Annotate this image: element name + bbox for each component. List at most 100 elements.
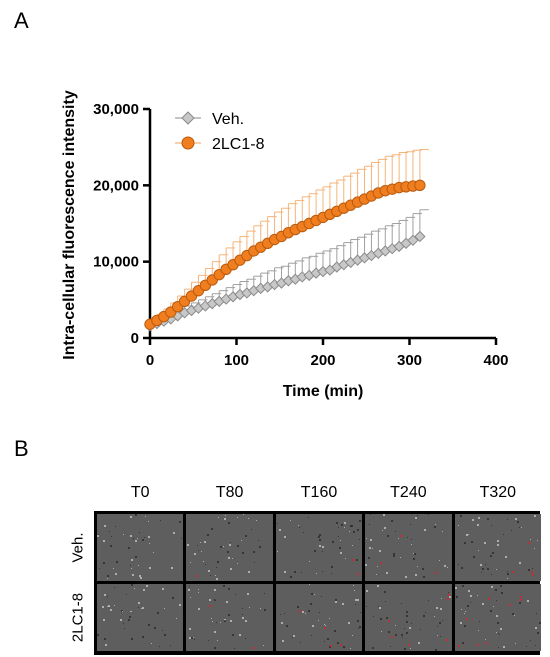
cell-speck	[137, 606, 139, 608]
cell-speck	[352, 634, 354, 636]
cell-speck	[129, 515, 132, 518]
cell-speck	[120, 618, 123, 621]
cell-speck	[478, 549, 480, 551]
microscopy-tile	[186, 514, 273, 581]
cell-speck	[368, 547, 371, 549]
red-fluorescent-spot	[485, 642, 488, 645]
cell-speck	[285, 625, 288, 628]
cell-speck	[373, 616, 375, 618]
cell-speck	[355, 599, 358, 602]
cell-speck	[394, 531, 396, 533]
cell-speck	[439, 607, 442, 610]
cell-speck	[383, 527, 386, 529]
cell-speck	[366, 590, 369, 593]
cell-speck	[343, 521, 346, 524]
red-fluorescent-spot	[352, 559, 355, 561]
cell-speck	[414, 553, 417, 556]
cell-speck	[456, 596, 459, 599]
cell-speck	[469, 602, 471, 604]
cell-speck	[481, 567, 484, 570]
cell-speck	[110, 608, 113, 611]
cell-speck	[437, 635, 439, 636]
cell-speck	[226, 550, 229, 553]
cell-speck	[515, 517, 518, 520]
microscopy-row-label: 2LC1-8	[69, 592, 87, 642]
cell-speck	[104, 593, 106, 596]
red-fluorescent-spot	[388, 619, 391, 622]
cell-speck	[314, 593, 316, 595]
cell-speck	[378, 606, 381, 609]
cell-speck	[208, 599, 211, 601]
cell-speck	[298, 527, 300, 528]
cell-speck	[159, 519, 161, 521]
red-fluorescent-spot	[447, 597, 450, 600]
cell-speck	[425, 611, 427, 613]
cell-speck	[106, 605, 108, 607]
cell-speck	[356, 599, 359, 601]
microscopy-column-label: T160	[300, 484, 338, 501]
panel-a-label: A	[14, 8, 29, 33]
cell-speck	[435, 524, 437, 525]
cell-speck	[441, 530, 443, 532]
cell-speck	[535, 626, 538, 629]
microscopy-tile	[365, 514, 452, 581]
cell-speck	[131, 610, 133, 612]
cell-speck	[404, 628, 406, 630]
cell-speck	[332, 540, 335, 543]
cell-speck	[283, 536, 286, 539]
cell-speck	[496, 540, 499, 543]
cell-speck	[493, 606, 495, 608]
cell-speck	[405, 610, 408, 613]
cell-speck	[340, 540, 342, 542]
legend-marker	[181, 111, 195, 125]
red-fluorescent-spot	[509, 604, 512, 607]
cell-speck	[301, 572, 303, 573]
cell-speck	[353, 585, 355, 587]
cell-speck	[489, 555, 492, 558]
cell-speck	[321, 550, 323, 552]
cell-speck	[495, 600, 497, 602]
cell-speck	[173, 531, 176, 534]
cell-speck	[207, 640, 209, 642]
red-fluorescent-spot	[196, 574, 199, 577]
cell-speck	[188, 637, 191, 639]
cell-speck	[497, 544, 500, 547]
red-fluorescent-spot	[252, 646, 255, 649]
cell-speck	[253, 561, 255, 563]
cell-speck	[357, 620, 360, 623]
cell-speck	[300, 641, 302, 643]
cell-speck	[352, 545, 354, 547]
cell-speck	[143, 536, 145, 538]
cell-speck	[211, 620, 213, 622]
cell-speck	[506, 518, 508, 520]
cell-speck	[189, 627, 192, 630]
cell-speck	[344, 527, 346, 529]
cell-speck	[536, 540, 538, 542]
cell-speck	[392, 554, 395, 557]
cell-speck	[519, 527, 521, 529]
cell-speck	[410, 539, 412, 541]
cell-speck	[367, 557, 370, 560]
cell-speck	[398, 538, 400, 540]
cell-speck	[227, 556, 230, 559]
cell-speck	[291, 637, 293, 639]
cell-speck	[318, 535, 321, 538]
cell-speck	[217, 640, 219, 642]
cell-speck	[242, 607, 244, 609]
cell-speck	[219, 621, 221, 623]
cell-speck	[409, 523, 411, 525]
cell-speck	[337, 526, 339, 528]
cell-speck	[391, 519, 394, 522]
cell-speck	[188, 589, 191, 592]
cell-speck	[484, 542, 487, 545]
cell-speck	[103, 618, 106, 621]
cell-speck	[142, 635, 145, 638]
cell-speck	[189, 596, 191, 598]
cell-speck	[448, 591, 450, 593]
cell-speck	[491, 552, 494, 555]
cell-speck	[240, 540, 242, 542]
red-fluorescent-spot	[519, 599, 522, 601]
legend: Veh. 2LC1-8	[175, 111, 265, 153]
cell-speck	[115, 572, 118, 575]
x-tick-label: 100	[224, 352, 249, 369]
